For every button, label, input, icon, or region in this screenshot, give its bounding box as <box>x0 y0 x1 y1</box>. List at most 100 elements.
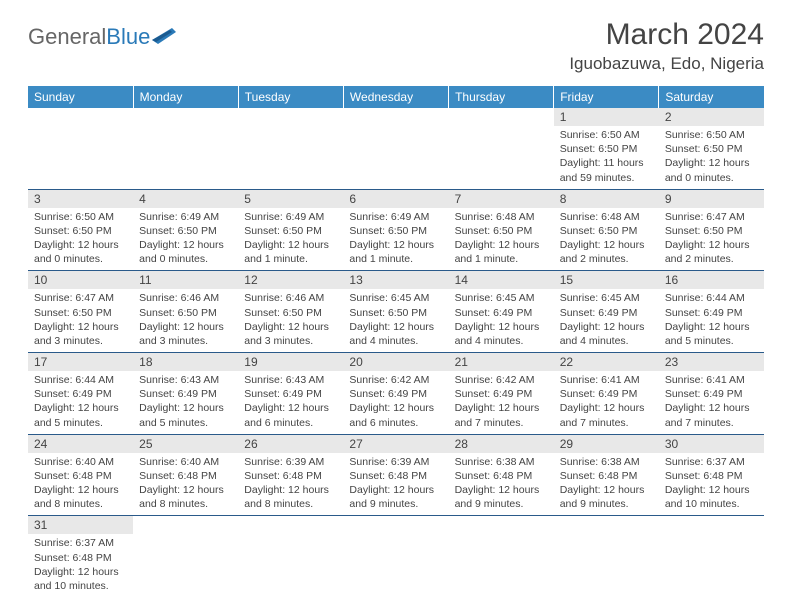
sunrise-text: Sunrise: 6:49 AM <box>349 210 442 224</box>
calendar-cell: 9Sunrise: 6:47 AMSunset: 6:50 PMDaylight… <box>659 189 764 271</box>
day-number: 2 <box>659 108 764 126</box>
daylight-text: Daylight: 12 hours and 10 minutes. <box>665 483 758 511</box>
day-number: 1 <box>554 108 659 126</box>
sunset-text: Sunset: 6:48 PM <box>34 551 127 565</box>
day-details: Sunrise: 6:46 AMSunset: 6:50 PMDaylight:… <box>133 289 238 352</box>
month-title: March 2024 <box>569 18 764 52</box>
sunrise-text: Sunrise: 6:49 AM <box>139 210 232 224</box>
day-number: 5 <box>238 190 343 208</box>
daylight-text: Daylight: 12 hours and 6 minutes. <box>349 401 442 429</box>
day-number: 26 <box>238 435 343 453</box>
sunrise-text: Sunrise: 6:37 AM <box>665 455 758 469</box>
sunrise-text: Sunrise: 6:44 AM <box>665 291 758 305</box>
calendar-cell: 7Sunrise: 6:48 AMSunset: 6:50 PMDaylight… <box>449 189 554 271</box>
sunrise-text: Sunrise: 6:46 AM <box>244 291 337 305</box>
day-number: 14 <box>449 271 554 289</box>
calendar-cell <box>133 108 238 189</box>
daylight-text: Daylight: 12 hours and 4 minutes. <box>455 320 548 348</box>
day-number: 23 <box>659 353 764 371</box>
sunrise-text: Sunrise: 6:45 AM <box>455 291 548 305</box>
sunrise-text: Sunrise: 6:41 AM <box>560 373 653 387</box>
calendar-cell: 27Sunrise: 6:39 AMSunset: 6:48 PMDayligh… <box>343 434 448 516</box>
calendar-cell: 5Sunrise: 6:49 AMSunset: 6:50 PMDaylight… <box>238 189 343 271</box>
calendar-cell: 31Sunrise: 6:37 AMSunset: 6:48 PMDayligh… <box>28 516 133 597</box>
sunrise-text: Sunrise: 6:38 AM <box>560 455 653 469</box>
day-number: 28 <box>449 435 554 453</box>
calendar-cell: 23Sunrise: 6:41 AMSunset: 6:49 PMDayligh… <box>659 353 764 435</box>
sunrise-text: Sunrise: 6:42 AM <box>349 373 442 387</box>
day-details: Sunrise: 6:47 AMSunset: 6:50 PMDaylight:… <box>659 208 764 271</box>
sunset-text: Sunset: 6:48 PM <box>665 469 758 483</box>
calendar-cell: 2Sunrise: 6:50 AMSunset: 6:50 PMDaylight… <box>659 108 764 189</box>
sunset-text: Sunset: 6:49 PM <box>139 387 232 401</box>
calendar-cell: 18Sunrise: 6:43 AMSunset: 6:49 PMDayligh… <box>133 353 238 435</box>
day-number: 8 <box>554 190 659 208</box>
sunset-text: Sunset: 6:49 PM <box>34 387 127 401</box>
weekday-header: Sunday <box>28 86 133 108</box>
calendar-cell: 8Sunrise: 6:48 AMSunset: 6:50 PMDaylight… <box>554 189 659 271</box>
sunrise-text: Sunrise: 6:50 AM <box>560 128 653 142</box>
day-number: 22 <box>554 353 659 371</box>
day-number: 21 <box>449 353 554 371</box>
day-details: Sunrise: 6:45 AMSunset: 6:49 PMDaylight:… <box>554 289 659 352</box>
sunset-text: Sunset: 6:50 PM <box>349 306 442 320</box>
day-number: 13 <box>343 271 448 289</box>
sunrise-text: Sunrise: 6:48 AM <box>455 210 548 224</box>
daylight-text: Daylight: 12 hours and 8 minutes. <box>244 483 337 511</box>
logo: GeneralBlue <box>28 24 178 50</box>
day-number: 18 <box>133 353 238 371</box>
day-number: 9 <box>659 190 764 208</box>
sunrise-text: Sunrise: 6:43 AM <box>244 373 337 387</box>
calendar-cell <box>659 516 764 597</box>
day-number: 12 <box>238 271 343 289</box>
day-details: Sunrise: 6:38 AMSunset: 6:48 PMDaylight:… <box>449 453 554 516</box>
day-number: 19 <box>238 353 343 371</box>
calendar-cell: 14Sunrise: 6:45 AMSunset: 6:49 PMDayligh… <box>449 271 554 353</box>
daylight-text: Daylight: 12 hours and 8 minutes. <box>139 483 232 511</box>
sunset-text: Sunset: 6:48 PM <box>244 469 337 483</box>
location: Iguobazuwa, Edo, Nigeria <box>569 54 764 74</box>
day-number: 10 <box>28 271 133 289</box>
daylight-text: Daylight: 12 hours and 0 minutes. <box>34 238 127 266</box>
day-details: Sunrise: 6:43 AMSunset: 6:49 PMDaylight:… <box>133 371 238 434</box>
daylight-text: Daylight: 12 hours and 7 minutes. <box>665 401 758 429</box>
calendar-table: Sunday Monday Tuesday Wednesday Thursday… <box>28 86 764 597</box>
sunset-text: Sunset: 6:50 PM <box>139 224 232 238</box>
calendar-cell: 4Sunrise: 6:49 AMSunset: 6:50 PMDaylight… <box>133 189 238 271</box>
daylight-text: Daylight: 12 hours and 10 minutes. <box>34 565 127 593</box>
header: GeneralBlue March 2024 Iguobazuwa, Edo, … <box>28 18 764 74</box>
day-number: 3 <box>28 190 133 208</box>
day-number: 6 <box>343 190 448 208</box>
calendar-cell: 10Sunrise: 6:47 AMSunset: 6:50 PMDayligh… <box>28 271 133 353</box>
sunrise-text: Sunrise: 6:45 AM <box>560 291 653 305</box>
day-details: Sunrise: 6:40 AMSunset: 6:48 PMDaylight:… <box>28 453 133 516</box>
sunset-text: Sunset: 6:48 PM <box>349 469 442 483</box>
calendar-week-row: 1Sunrise: 6:50 AMSunset: 6:50 PMDaylight… <box>28 108 764 189</box>
sunset-text: Sunset: 6:48 PM <box>560 469 653 483</box>
calendar-cell: 16Sunrise: 6:44 AMSunset: 6:49 PMDayligh… <box>659 271 764 353</box>
calendar-cell <box>133 516 238 597</box>
sunrise-text: Sunrise: 6:50 AM <box>34 210 127 224</box>
day-number: 25 <box>133 435 238 453</box>
daylight-text: Daylight: 12 hours and 5 minutes. <box>139 401 232 429</box>
daylight-text: Daylight: 12 hours and 4 minutes. <box>560 320 653 348</box>
sunset-text: Sunset: 6:49 PM <box>560 306 653 320</box>
sunrise-text: Sunrise: 6:38 AM <box>455 455 548 469</box>
daylight-text: Daylight: 12 hours and 9 minutes. <box>560 483 653 511</box>
calendar-week-row: 10Sunrise: 6:47 AMSunset: 6:50 PMDayligh… <box>28 271 764 353</box>
sunset-text: Sunset: 6:50 PM <box>244 306 337 320</box>
calendar-cell: 26Sunrise: 6:39 AMSunset: 6:48 PMDayligh… <box>238 434 343 516</box>
daylight-text: Daylight: 12 hours and 0 minutes. <box>139 238 232 266</box>
daylight-text: Daylight: 12 hours and 6 minutes. <box>244 401 337 429</box>
sunset-text: Sunset: 6:50 PM <box>349 224 442 238</box>
calendar-cell <box>343 516 448 597</box>
sunrise-text: Sunrise: 6:37 AM <box>34 536 127 550</box>
day-details: Sunrise: 6:42 AMSunset: 6:49 PMDaylight:… <box>449 371 554 434</box>
weekday-header: Monday <box>133 86 238 108</box>
day-number: 17 <box>28 353 133 371</box>
day-details: Sunrise: 6:44 AMSunset: 6:49 PMDaylight:… <box>28 371 133 434</box>
calendar-cell: 15Sunrise: 6:45 AMSunset: 6:49 PMDayligh… <box>554 271 659 353</box>
sunrise-text: Sunrise: 6:40 AM <box>34 455 127 469</box>
daylight-text: Daylight: 12 hours and 8 minutes. <box>34 483 127 511</box>
calendar-cell: 29Sunrise: 6:38 AMSunset: 6:48 PMDayligh… <box>554 434 659 516</box>
